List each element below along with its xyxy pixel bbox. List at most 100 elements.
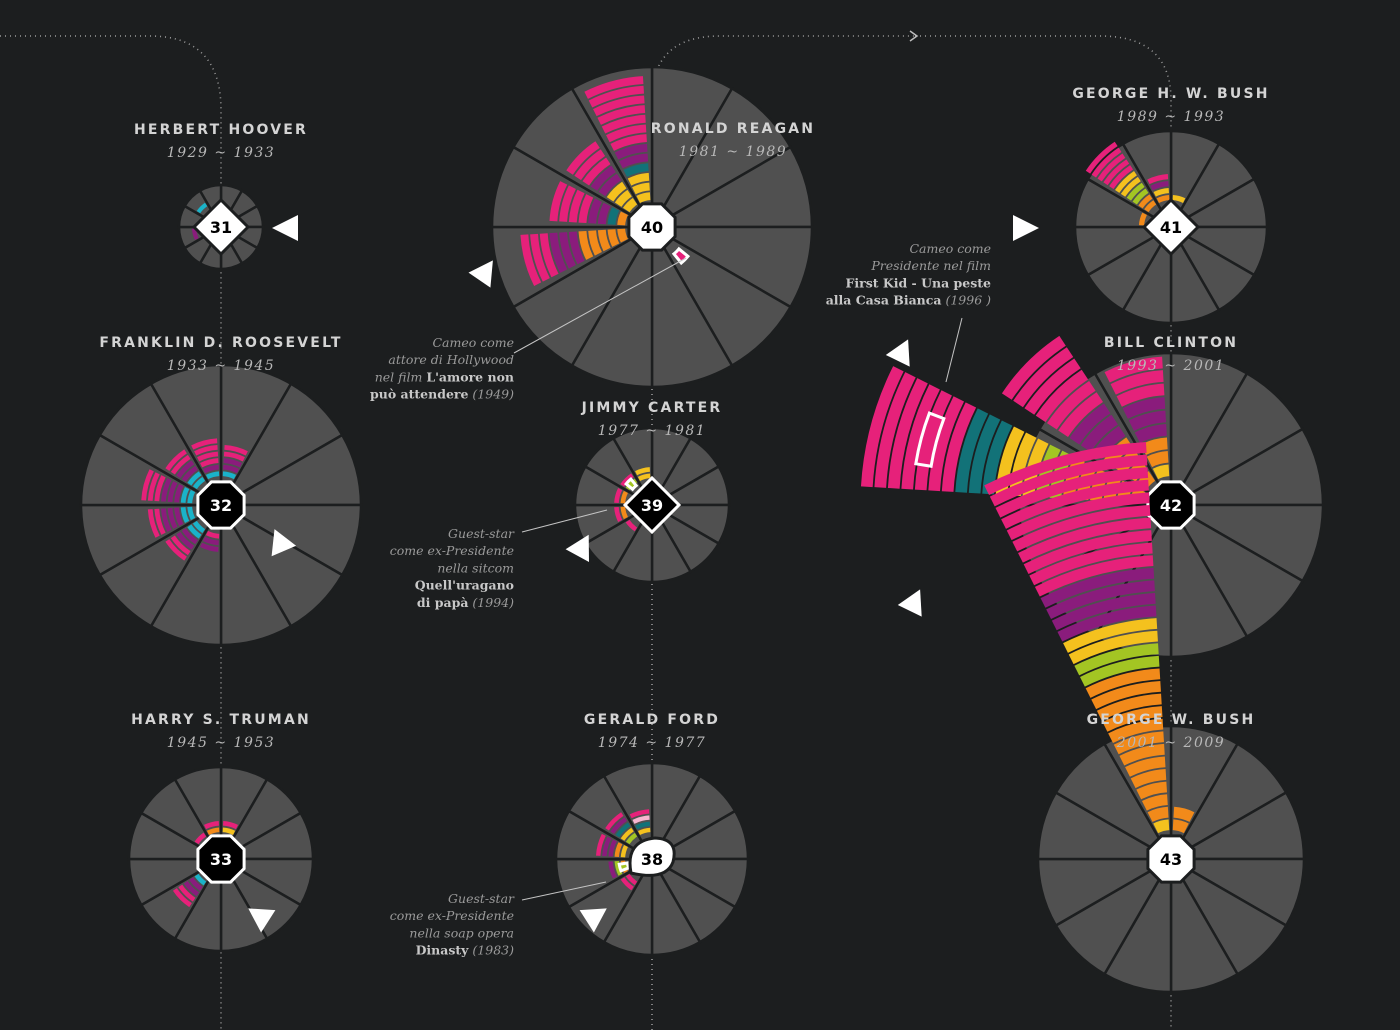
- year-wedge: [602, 761, 654, 864]
- appearance-bar: [1120, 176, 1141, 197]
- appearance-bar: [1057, 605, 1157, 642]
- appearance-bar: [1091, 681, 1161, 710]
- appearance-bar: [1144, 200, 1157, 213]
- president-years: 1981 ~ 1989: [679, 144, 787, 160]
- president-number: 42: [1160, 496, 1182, 515]
- appearance-bar: [180, 486, 190, 503]
- president-number: 39: [641, 496, 663, 515]
- appearance-bar: [161, 478, 172, 502]
- appearance-bar: [189, 877, 203, 891]
- president-number: 41: [1160, 218, 1182, 237]
- appearance-bar: [181, 528, 198, 545]
- appearance-bar: [154, 475, 166, 502]
- badge-icon: [627, 202, 677, 252]
- appearance-bar: [197, 451, 219, 462]
- appearance-bar: [597, 202, 611, 225]
- appearance-bar: [1140, 437, 1168, 455]
- president-name: GERALD FORD: [584, 712, 720, 728]
- appearance-bar: [1024, 358, 1081, 415]
- badge-icon: [196, 480, 246, 530]
- appearance-bar: [1068, 630, 1158, 665]
- appearance-bar: [860, 366, 904, 488]
- appearance-bar: [223, 820, 239, 830]
- appearance-bar: [147, 472, 160, 501]
- appearance-bar: [637, 473, 651, 481]
- appearance-bar: [192, 520, 206, 534]
- appearance-bar: [187, 489, 196, 504]
- annotation-line: nella soap opera: [409, 925, 514, 940]
- annotations: Cameo come attore di Hollywood nel film L'…: [370, 241, 991, 958]
- appearance-bar: [1012, 504, 1151, 552]
- annotation-line: attore di Hollywood: [388, 352, 514, 367]
- president-number: 40: [641, 218, 663, 237]
- appearance-bar: [1046, 580, 1155, 620]
- cameo-highlight: [617, 861, 631, 873]
- appearance-bar: [1110, 370, 1164, 395]
- appearance-bar: [187, 471, 202, 486]
- appearance-bar: [620, 506, 628, 520]
- president-number: 38: [641, 850, 663, 869]
- appearance-bar: [203, 820, 219, 830]
- appearance-bar: [1125, 756, 1166, 777]
- appearance-bar: [1085, 668, 1161, 698]
- appearance-bar: [222, 471, 237, 480]
- president-years: 1993 ~ 2001: [1117, 358, 1225, 374]
- annotation-line: come ex-Presidente: [390, 908, 514, 923]
- president-years: 2001 ~ 2009: [1116, 735, 1225, 751]
- appearance-bar: [632, 182, 650, 195]
- appearance-bar: [205, 530, 220, 539]
- appearance-bar: [1141, 794, 1168, 811]
- appearance-bar: [224, 445, 248, 456]
- appearance-bar: [622, 197, 638, 213]
- president-number: 43: [1160, 850, 1182, 869]
- cameo-highlight: [623, 476, 639, 492]
- marker-triangle-icon: [579, 908, 607, 933]
- appearance-bar: [223, 451, 245, 462]
- appearance-bar: [196, 202, 208, 214]
- year-wedge: [1121, 129, 1173, 232]
- appearance-bar: [596, 833, 606, 856]
- appearance-bar: [568, 231, 585, 265]
- appearance-bar: [995, 467, 1149, 518]
- timeline-arrow-icon: [909, 30, 919, 42]
- appearance-bar: [559, 232, 576, 269]
- appearance-bar: [597, 105, 646, 125]
- appearance-bar: [627, 172, 650, 186]
- appearance-bar: [593, 95, 645, 117]
- annotation-line: come ex-Presidente: [390, 543, 514, 558]
- president-years: 1933 ~ 1945: [167, 358, 275, 374]
- appearance-bar: [167, 507, 178, 529]
- president-ford: 38 GERALD FORD 1974 ~ 1977: [554, 712, 750, 957]
- appearance-bar: [578, 194, 594, 224]
- marker-triangle-icon: [885, 339, 910, 367]
- president-name: HARRY S. TRUMAN: [131, 712, 311, 728]
- appearance-bar: [1130, 769, 1167, 789]
- badge-icon: [622, 475, 682, 535]
- appearance-bar: [549, 181, 568, 222]
- appearance-bar: [1080, 414, 1118, 452]
- appearance-bar: [1097, 153, 1126, 182]
- appearance-bar: [1115, 171, 1137, 193]
- annotation-line: può attendere (1949): [370, 387, 514, 402]
- appearance-bar: [176, 531, 195, 550]
- appearance-bar: [1001, 335, 1066, 400]
- appearance-bar: [620, 490, 628, 504]
- appearance-bar: [200, 458, 219, 468]
- appearance-bar: [530, 233, 550, 282]
- appearance-bar: [1138, 194, 1153, 209]
- appearance-bar: [1006, 492, 1150, 541]
- president-number: 33: [210, 850, 232, 869]
- appearance-bar: [566, 141, 600, 175]
- appearance-bar: [614, 189, 632, 207]
- president-years: 1989 ~ 1993: [1117, 109, 1225, 125]
- appearance-bar: [1023, 530, 1152, 574]
- appearance-bar: [206, 827, 220, 835]
- appearance-bar: [887, 378, 928, 489]
- appearance-bar: [955, 408, 989, 493]
- badge-icon: [191, 197, 251, 257]
- appearance-bar: [1091, 147, 1122, 178]
- appearance-bar: [607, 229, 620, 247]
- appearance-bar: [968, 414, 1001, 494]
- appearance-bar: [223, 458, 242, 468]
- marker-triangle-icon: [565, 534, 589, 562]
